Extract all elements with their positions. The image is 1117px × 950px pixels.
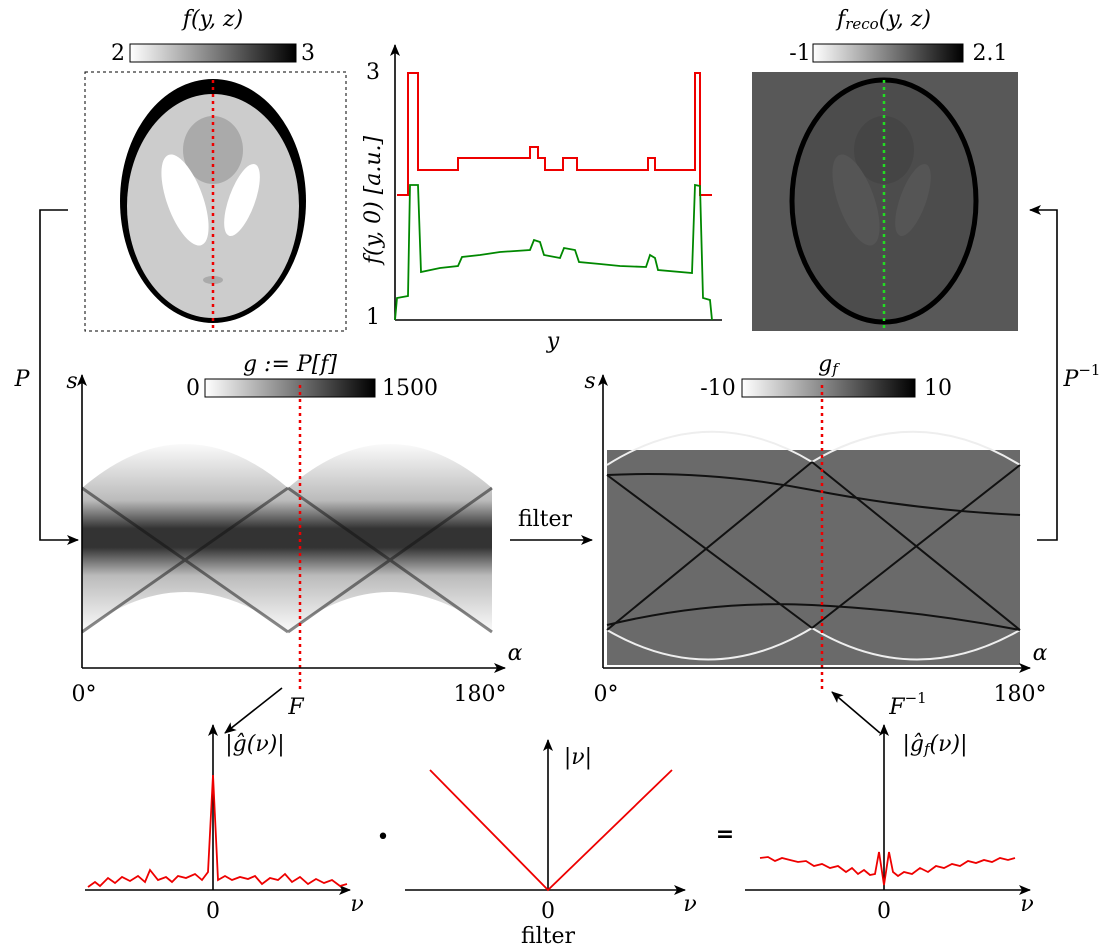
- ramp-filter: [430, 770, 672, 890]
- x-axis-label: α: [1033, 641, 1048, 666]
- sinogram-panel: g := P[f] 0 1500 s α 0° 180°: [66, 352, 522, 707]
- filter-spectrum: |ν| 0 ν filter: [405, 740, 697, 949]
- input-spectrum: |ĝ(ν)| 0 ν: [85, 725, 364, 924]
- y-axis-label: s: [66, 369, 77, 394]
- reference-profile: [397, 73, 712, 195]
- spectrum-curve: [760, 852, 1015, 885]
- colorbar: [813, 44, 963, 62]
- back-projection-label: P−1: [1063, 361, 1101, 392]
- reconstruction-title: freco(y, z): [835, 7, 931, 33]
- sinogram-title: g := P[f]: [243, 352, 337, 377]
- filtered-sinogram-title: gf: [818, 352, 840, 378]
- y-tick-label: 1: [366, 305, 380, 330]
- superscript: −1: [905, 689, 927, 707]
- colorbar-min: 2: [111, 41, 125, 66]
- x-axis-label: ν: [683, 892, 696, 917]
- x-axis-label: ν: [1020, 892, 1033, 917]
- output-spectrum: |ĝf(ν)| 0 ν: [745, 725, 1034, 924]
- inverse-fourier-arrow: [832, 692, 880, 733]
- colorbar-max: 3: [301, 41, 315, 66]
- superscript: −1: [1078, 361, 1100, 379]
- back-projection-arrow: [1030, 210, 1057, 540]
- reconstructed-profile: [395, 185, 712, 320]
- colorbar: [130, 44, 296, 62]
- x-axis-label: α: [508, 641, 523, 666]
- filtered-image: [607, 450, 1020, 665]
- spectrum-label: |ĝf(ν)|: [902, 732, 967, 758]
- label-end: (ν)|: [930, 732, 968, 757]
- spectrum-curve: [88, 775, 347, 887]
- x-axis-label: ν: [350, 892, 363, 917]
- colorbar-min: 0: [186, 376, 200, 401]
- colorbar-min: -10: [700, 376, 735, 401]
- colorbar-max: 2.1: [973, 41, 1008, 66]
- x-tick-label: 180°: [454, 682, 507, 707]
- x-axis-label: y: [546, 329, 560, 354]
- fourier-arrow: [225, 688, 282, 733]
- spectrum-label: |ĝ(ν)|: [225, 732, 284, 757]
- filter-label: filter: [518, 507, 573, 532]
- filtered-sinogram-panel: gf -10 10 s α 0° 180°: [584, 352, 1047, 707]
- inverse-fourier-label: F−1: [888, 689, 926, 720]
- symbol: P: [1063, 367, 1080, 392]
- zero-label: 0: [206, 899, 220, 924]
- colorbar-max: 1500: [382, 376, 438, 401]
- zero-label: 0: [877, 899, 891, 924]
- diagram: f(y, z) 2 3 3 1 f(y, 0) [a.u.] y freco(y…: [0, 0, 1117, 950]
- times-sign: •: [377, 825, 390, 850]
- profile-plot: 3 1 f(y, 0) [a.u.] y: [361, 45, 722, 354]
- y-axis-label: s: [584, 369, 595, 394]
- y-tick-label: 3: [366, 60, 380, 85]
- zero-label: 0: [541, 899, 555, 924]
- equals-sign: =: [716, 822, 734, 847]
- label-start: |ĝ: [902, 732, 924, 757]
- projection-label: P: [14, 367, 31, 392]
- phantom-panel: f(y, z) 2 3: [85, 7, 346, 331]
- symbol: F: [888, 695, 905, 720]
- colorbar-max: 10: [924, 376, 952, 401]
- spectrum-label: |ν|: [564, 745, 592, 770]
- phantom-title: f(y, z): [181, 7, 243, 32]
- x-tick-label: 0°: [594, 682, 619, 707]
- x-tick-label: 0°: [72, 682, 97, 707]
- arguments: (y, z): [879, 7, 931, 32]
- colorbar: [205, 379, 375, 397]
- subscript: f: [831, 360, 840, 378]
- x-tick-label: 180°: [994, 682, 1047, 707]
- y-axis-label: f(y, 0) [a.u.]: [361, 135, 386, 266]
- fourier-label: F: [287, 695, 304, 720]
- filter-caption: filter: [521, 924, 576, 949]
- subscript: reco: [845, 15, 878, 33]
- colorbar-min: -1: [789, 41, 810, 66]
- reconstruction-panel: freco(y, z) -1 2.1: [752, 7, 1018, 331]
- colorbar: [742, 379, 915, 397]
- sinogram-image: [82, 444, 492, 632]
- symbol: g: [818, 352, 832, 377]
